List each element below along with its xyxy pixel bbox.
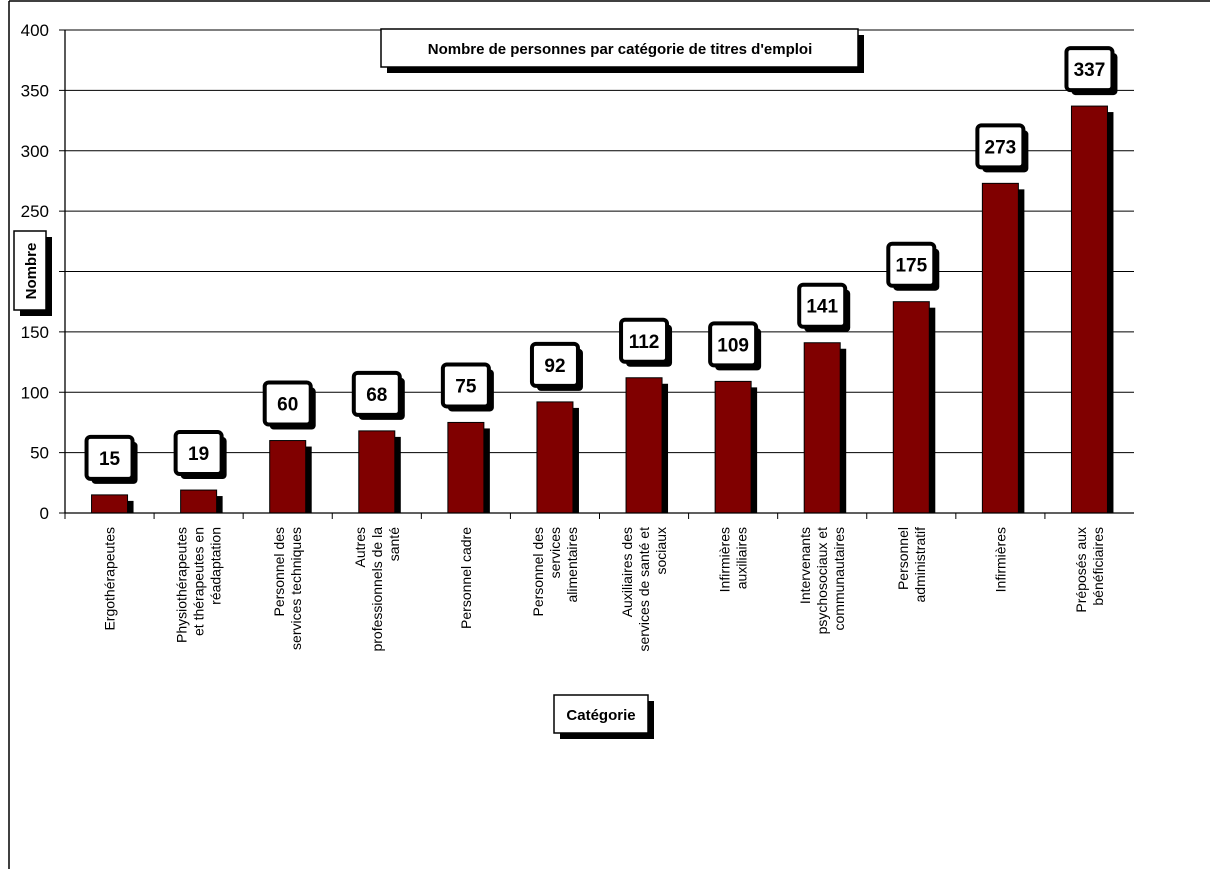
x-category-label-line: administratif [912, 527, 928, 603]
data-label-box [84, 434, 135, 481]
x-category-label: Autres professionnels de la santé [352, 527, 402, 652]
chart-title: Nombre de personnes par catégorie de tit… [428, 41, 813, 58]
x-category-label-line: réadaptation [208, 527, 224, 605]
x-category-label-line: alimentaires [564, 527, 580, 602]
bar [625, 377, 663, 514]
x-category-label: Physiothérapeutes et thérapeutes en réadap… [174, 527, 224, 643]
x-category-label-line: Intervenants [797, 527, 813, 604]
data-label: 60 [277, 395, 298, 416]
data-label-box [708, 321, 759, 368]
bar [269, 440, 307, 514]
data-labels: 15 19 60 68 75 92 112 109 141 175 273 337 [84, 46, 1118, 484]
y-tick-label: 350 [21, 81, 49, 100]
data-label-box [262, 380, 313, 427]
x-category-label-line: services techniques [288, 527, 304, 650]
x-category-label: Ergothérapeutes [102, 527, 118, 631]
x-category-label: Personnel cadre [458, 527, 474, 629]
data-label-box [797, 282, 848, 329]
x-category-label-line: Personnel cadre [458, 527, 474, 629]
x-category-label-line: Préposés aux [1073, 527, 1089, 613]
data-label-box [1064, 46, 1115, 93]
bar [358, 430, 396, 514]
x-category-label-line: psychosociaux et [814, 527, 830, 635]
bar [1070, 105, 1108, 514]
x-category-label-line: communautaires [831, 527, 847, 631]
data-label-box [440, 362, 491, 409]
data-label: 112 [629, 332, 660, 353]
x-category-label-line: Personnel des [271, 527, 287, 617]
x-category-label: Personnel des services techniques [271, 527, 304, 650]
data-label-box [975, 123, 1026, 170]
x-category-label-line: services [547, 527, 563, 578]
bar [714, 380, 752, 514]
x-category-label-line: bénéficiaires [1090, 527, 1106, 606]
data-label: 68 [366, 385, 387, 406]
x-category-label-line: services de santé et [636, 527, 652, 652]
bar [536, 401, 574, 514]
data-label-box [529, 341, 580, 388]
x-category-label-line: Ergothérapeutes [102, 527, 118, 631]
x-category-label-line: Personnel des [530, 527, 546, 617]
x-category-label-line: auxiliaires [734, 527, 750, 589]
bar [803, 342, 841, 514]
y-axis-title-box: Nombre [13, 230, 52, 316]
data-label: 273 [985, 137, 1017, 158]
data-label: 141 [806, 297, 838, 318]
x-category-label: Auxiliaires des services de santé et socia… [619, 527, 669, 652]
y-tick-label: 400 [21, 21, 49, 40]
y-tick-label: 250 [21, 202, 49, 221]
bar [447, 421, 485, 514]
bar [180, 489, 218, 514]
data-label-box [619, 317, 670, 364]
data-label: 15 [99, 449, 121, 470]
x-category-label: Infirmières [992, 527, 1008, 592]
x-category-label-line: Personnel [895, 527, 911, 590]
x-category-label-line: santé [386, 527, 402, 561]
data-label: 337 [1074, 60, 1106, 81]
x-axis-title-box: Catégorie [553, 694, 654, 739]
bar [981, 182, 1019, 514]
data-label: 19 [188, 444, 209, 465]
data-label-box [351, 370, 402, 417]
y-tick-label: 0 [40, 504, 49, 523]
y-tick-label: 150 [21, 323, 49, 342]
data-label: 109 [717, 335, 749, 356]
x-category-label: Personnel des services alimentaires [530, 527, 580, 617]
bar [892, 301, 930, 514]
y-axis-title: Nombre [23, 243, 40, 300]
bar [91, 494, 129, 514]
x-category-label-line: Auxiliaires des [619, 527, 635, 617]
data-label: 175 [895, 256, 927, 277]
x-category-label-line: et thérapeutes en [191, 527, 207, 636]
x-category-label-line: professionnels de la [369, 527, 385, 652]
x-axis-title: Catégorie [566, 707, 635, 724]
x-category-label: Préposés aux bénéficiaires [1073, 527, 1106, 613]
y-tick-labels: 0 50 100 150 250 300 350 400 [21, 21, 49, 523]
bars [91, 105, 1114, 514]
x-category-label-line: Infirmières [717, 527, 733, 592]
y-tick-label: 300 [21, 142, 49, 161]
data-label: 75 [455, 376, 477, 397]
x-category-label: Infirmières auxiliaires [717, 527, 750, 592]
chart-title-box: Nombre de personnes par catégorie de tit… [380, 28, 864, 73]
x-category-label-line: Physiothérapeutes [174, 527, 190, 643]
x-category-label-line: Autres [352, 527, 368, 567]
x-category-label-line: sociaux [653, 527, 669, 574]
x-category-labels: Ergothérapeutes Physiothérapeutes et théra… [102, 527, 1106, 652]
x-category-label: Personnel administratif [895, 527, 928, 603]
x-category-label: Intervenants psychosociaux et communautair… [797, 527, 847, 635]
data-label: 92 [544, 356, 565, 377]
x-category-label-line: Infirmières [992, 527, 1008, 592]
data-label-box [173, 430, 224, 477]
y-tick-label: 50 [30, 444, 49, 463]
data-label-box [886, 241, 937, 288]
y-tick-label: 100 [21, 383, 49, 402]
